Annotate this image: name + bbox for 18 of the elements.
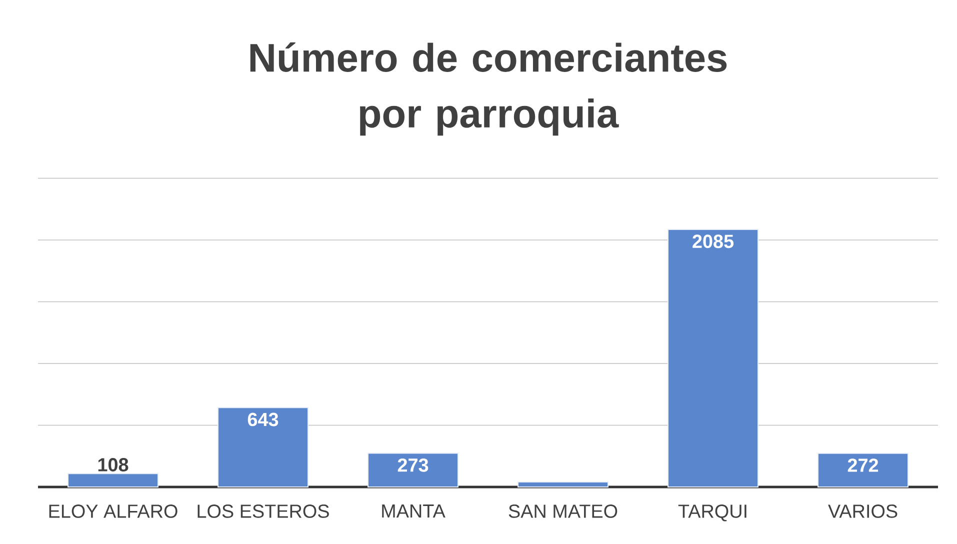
data-label: 108 — [98, 458, 128, 472]
x-tick-label: SAN MATEO — [508, 504, 618, 518]
chart-title: Número de comerciantes por parroquia — [250, 42, 727, 136]
data-label: 2085 — [692, 234, 734, 248]
data-label: 643 — [248, 412, 278, 426]
x-tick-label: VARIOS — [828, 504, 898, 518]
x-tick-label: ELOY ALFARO — [49, 504, 178, 518]
x-tick-label: MANTA — [382, 504, 446, 518]
x-tick-label: TARQUI — [678, 504, 746, 522]
data-label: 273 — [398, 458, 428, 472]
bar — [368, 452, 459, 488]
x-tick-label: LOS ESTEROS — [198, 504, 329, 518]
bar — [68, 473, 159, 488]
data-label: 272 — [848, 458, 878, 472]
bar — [818, 452, 909, 488]
bar — [668, 228, 759, 488]
bar — [218, 407, 309, 488]
bar — [518, 482, 609, 488]
